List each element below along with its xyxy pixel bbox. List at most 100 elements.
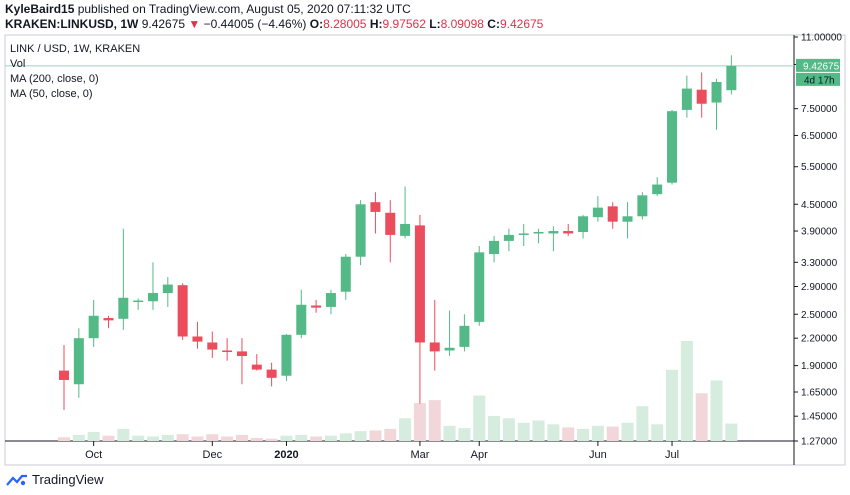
candle-body[interactable] bbox=[533, 232, 544, 234]
volume-bar bbox=[132, 435, 145, 441]
candle-body[interactable] bbox=[667, 111, 678, 183]
brand-name: TradingView bbox=[32, 472, 104, 487]
candle-body[interactable] bbox=[118, 297, 129, 319]
volume-bar bbox=[295, 434, 308, 441]
high-value: 9.97562 bbox=[382, 17, 426, 31]
author-name[interactable]: KyleBaird15 bbox=[5, 2, 75, 16]
volume-bar bbox=[458, 428, 471, 441]
candle-body[interactable] bbox=[548, 231, 559, 234]
candle-body[interactable] bbox=[222, 350, 233, 352]
volume-bar bbox=[577, 428, 590, 441]
candle-body[interactable] bbox=[162, 284, 173, 294]
legend-ma50[interactable]: MA (50, close, 0) bbox=[10, 88, 93, 100]
legend-vol[interactable]: Vol bbox=[10, 58, 25, 70]
candle-body[interactable] bbox=[681, 88, 692, 110]
volume-bar bbox=[161, 434, 174, 441]
countdown-badge bbox=[796, 72, 840, 86]
candle-body[interactable] bbox=[429, 342, 440, 352]
high-label: H: bbox=[369, 17, 383, 31]
candle-body[interactable] bbox=[296, 304, 307, 335]
candle-body[interactable] bbox=[489, 240, 500, 254]
candle-body[interactable] bbox=[192, 336, 203, 342]
close-value: 9.42675 bbox=[499, 17, 544, 31]
time-tick-label: Oct bbox=[85, 449, 102, 461]
last-price-badge-text: 9.42675 bbox=[803, 61, 840, 72]
volume-bar bbox=[265, 438, 278, 441]
candle-body[interactable] bbox=[177, 285, 188, 337]
volume-bar bbox=[354, 431, 367, 441]
publish-line: KyleBaird15 published on TradingView.com… bbox=[5, 2, 411, 16]
candle-body[interactable] bbox=[311, 305, 322, 308]
candle-body[interactable] bbox=[459, 325, 470, 347]
legend-ma200[interactable]: MA (200, close, 0) bbox=[10, 73, 99, 85]
volume-bar bbox=[146, 436, 159, 441]
time-tick-label: Apr bbox=[471, 449, 488, 461]
volume-bar bbox=[591, 425, 604, 441]
candle-body[interactable] bbox=[607, 206, 618, 222]
candle-body[interactable] bbox=[133, 300, 144, 303]
candle-body[interactable] bbox=[726, 65, 737, 91]
volume-bar bbox=[725, 423, 738, 441]
volume-layer bbox=[58, 341, 738, 441]
price-tick-label: 3.90000 bbox=[801, 227, 838, 238]
low-label: L: bbox=[429, 17, 441, 31]
candle-body[interactable] bbox=[414, 225, 425, 343]
time-tick-label: 2020 bbox=[274, 449, 298, 461]
price-tick-label: 1.90000 bbox=[801, 361, 838, 372]
volume-bar bbox=[532, 420, 545, 441]
candle-body[interactable] bbox=[444, 347, 455, 351]
volume-bar bbox=[488, 416, 501, 441]
volume-bar bbox=[206, 434, 219, 441]
publish-text: published on TradingView.com, August 05,… bbox=[74, 2, 411, 16]
candle-body[interactable] bbox=[385, 212, 396, 235]
volume-bar bbox=[413, 403, 426, 441]
legend: LINK / USD, 1W, KRAKEN Vol MA (200, clos… bbox=[10, 43, 140, 100]
candle-body[interactable] bbox=[340, 256, 351, 292]
candle-body[interactable] bbox=[103, 318, 114, 321]
candle-body[interactable] bbox=[592, 207, 603, 218]
chart-frame bbox=[4, 34, 846, 466]
time-tick-label: Dec bbox=[203, 449, 223, 461]
candle-body[interactable] bbox=[355, 204, 366, 257]
volume-bar bbox=[651, 424, 664, 441]
candle-body[interactable] bbox=[281, 334, 292, 376]
candle-body[interactable] bbox=[207, 342, 218, 350]
candle-body[interactable] bbox=[474, 252, 485, 322]
change-down-icon: ▼ bbox=[188, 17, 201, 31]
price-tick-label: 1.27000 bbox=[801, 437, 838, 448]
candle-body[interactable] bbox=[325, 293, 336, 307]
volume-bar bbox=[102, 435, 115, 441]
candle-body[interactable] bbox=[73, 338, 84, 385]
volume-bar bbox=[473, 395, 486, 441]
symbol-line: KRAKEN:LINKUSD, 1W 9.42675 ▼ −0.44005 (−… bbox=[5, 17, 543, 31]
footer-brand[interactable]: TradingView bbox=[6, 472, 104, 487]
candle-body[interactable] bbox=[236, 351, 247, 357]
candle-body[interactable] bbox=[622, 216, 633, 222]
candle-body[interactable] bbox=[266, 369, 277, 378]
candle-body[interactable] bbox=[711, 81, 722, 103]
candle-body[interactable] bbox=[400, 223, 411, 236]
candle-body[interactable] bbox=[370, 202, 381, 212]
candle-body[interactable] bbox=[518, 233, 529, 235]
candle-body[interactable] bbox=[147, 293, 158, 302]
candle-body[interactable] bbox=[696, 89, 707, 104]
volume-bar bbox=[369, 430, 382, 441]
candle-body[interactable] bbox=[59, 370, 69, 380]
candle-body[interactable] bbox=[88, 315, 99, 339]
candle-body[interactable] bbox=[578, 216, 589, 233]
candle-body[interactable] bbox=[251, 364, 262, 370]
candle-body[interactable] bbox=[503, 234, 514, 241]
candle-body[interactable] bbox=[652, 184, 663, 195]
candle-body[interactable] bbox=[637, 195, 648, 217]
volume-bar bbox=[636, 406, 649, 441]
candles-layer bbox=[59, 55, 737, 410]
volume-bar bbox=[695, 393, 708, 441]
legend-title: LINK / USD, 1W, KRAKEN bbox=[10, 43, 140, 55]
price-change: −0.44005 (−4.46%) bbox=[203, 17, 307, 31]
volume-bar bbox=[621, 422, 634, 441]
candle-body[interactable] bbox=[563, 231, 574, 234]
volume-bar bbox=[428, 400, 441, 441]
price-tick-label: 6.50000 bbox=[801, 131, 838, 142]
